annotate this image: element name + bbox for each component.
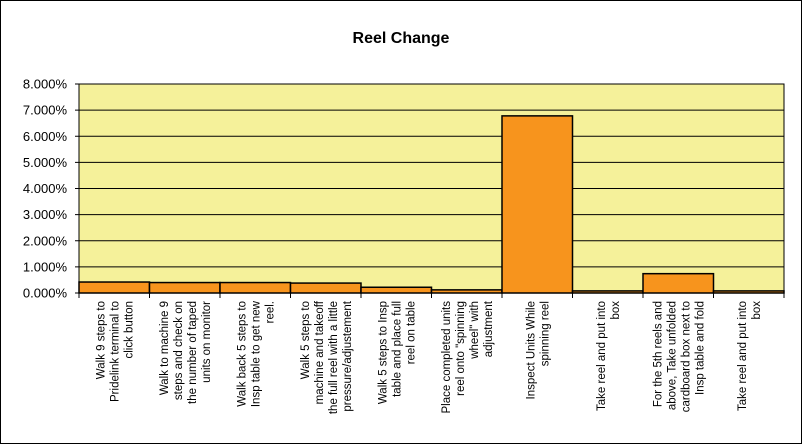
x-category-label-line: wheel" with <box>469 301 481 360</box>
bar <box>219 281 292 294</box>
x-category-label-line: box <box>751 301 763 320</box>
plot-area <box>75 83 785 298</box>
x-category-label-line: For the 5th reels and <box>652 301 664 407</box>
x-axis-category-labels: Walk 9 steps to Pridelink terminal to clic… <box>95 300 763 414</box>
chart-title: Reel Change <box>353 30 450 47</box>
x-category-label: Inspect Units While spinning reel <box>525 301 551 399</box>
y-tick-label: 0.000% <box>23 286 68 301</box>
x-category-label-line: Insp table to get new <box>250 300 262 407</box>
x-category-label-line: pressure/adjustement <box>342 300 354 411</box>
bar <box>571 290 644 294</box>
x-category-label-line: Walk back 5 steps to <box>236 301 248 407</box>
bar <box>430 289 503 294</box>
x-category-label: Place completed units reel onto "spinning… <box>441 300 495 413</box>
x-category-label: Walk back 5 steps to Insp table to get ne… <box>236 300 276 407</box>
bar <box>360 286 433 294</box>
x-category-label-line: Walk 5 steps to Insp <box>377 301 389 404</box>
x-category-label-line: cardboard box next to <box>680 301 692 412</box>
x-category-label-line: adjustment <box>483 300 495 357</box>
x-category-label: For the 5th reels and above, Take unfolde… <box>652 301 706 412</box>
x-category-label-line: units on monitor <box>201 301 213 383</box>
x-category-label-line: the number of taped <box>187 301 199 404</box>
y-tick-label: 1.000% <box>23 259 68 274</box>
x-category-label: Take reel and put into box <box>596 301 622 411</box>
x-category-label-line: Walk to machine 9 <box>159 301 171 395</box>
x-category-label: Take reel and put into box <box>737 301 763 411</box>
bar <box>642 272 715 294</box>
bar <box>501 115 574 294</box>
x-category-label-line: reel onto "spinning <box>455 301 467 396</box>
x-category-label-line: Pridelink terminal to <box>109 301 121 402</box>
x-category-label-line: steps and check on <box>173 301 185 400</box>
y-axis-tick-labels: 0.000% 1.000% 2.000% 3.000% 4.000% 5.000% 6.00… <box>23 77 68 301</box>
x-category-label-line: Walk 5 steps to <box>300 301 312 379</box>
y-tick-label: 2.000% <box>23 233 68 248</box>
x-category-label: Walk 5 steps to machine and takeoff the fu… <box>300 300 354 414</box>
x-category-label-line: reel. <box>264 301 276 323</box>
x-category-label-line: Take reel and put into <box>737 301 749 411</box>
y-tick-label: 5.000% <box>23 155 68 170</box>
bar <box>289 282 362 294</box>
x-category-label-line: above, Take unfolded <box>666 301 678 410</box>
x-category-label-line: Take reel and put into <box>596 301 608 411</box>
x-category-label-line: the full reel with a little <box>328 301 340 414</box>
bar <box>712 290 785 294</box>
x-category-label-line: machine and takeoff <box>314 300 326 404</box>
bars <box>78 115 785 294</box>
x-category-label-line: reel on table <box>405 301 417 364</box>
y-tick-label: 3.000% <box>23 207 68 222</box>
x-category-label-line: table and place full <box>391 301 403 397</box>
x-category-label: Walk 9 steps to Pridelink terminal to clic… <box>95 301 135 402</box>
x-category-label-line: Walk 9 steps to <box>95 301 107 379</box>
x-category-label-line: box <box>610 301 622 320</box>
x-category-label-line: spinning reel <box>539 301 551 366</box>
y-tick-label: 6.000% <box>23 129 68 144</box>
y-tick-label: 7.000% <box>23 103 68 118</box>
x-category-label-line: Place completed units <box>441 301 453 414</box>
bar <box>148 281 221 294</box>
x-category-label-line: Insp table and fold <box>694 301 706 395</box>
y-tick-label: 4.000% <box>23 181 68 196</box>
bar <box>78 281 151 294</box>
x-category-label: Walk 5 steps to Insp table and place full… <box>377 301 417 404</box>
x-category-label: Walk to machine 9 steps and check on the n… <box>159 301 213 404</box>
y-tick-label: 8.000% <box>23 77 68 92</box>
x-category-label-line: click button <box>123 301 135 359</box>
x-category-label-line: Inspect Units While <box>525 301 537 399</box>
